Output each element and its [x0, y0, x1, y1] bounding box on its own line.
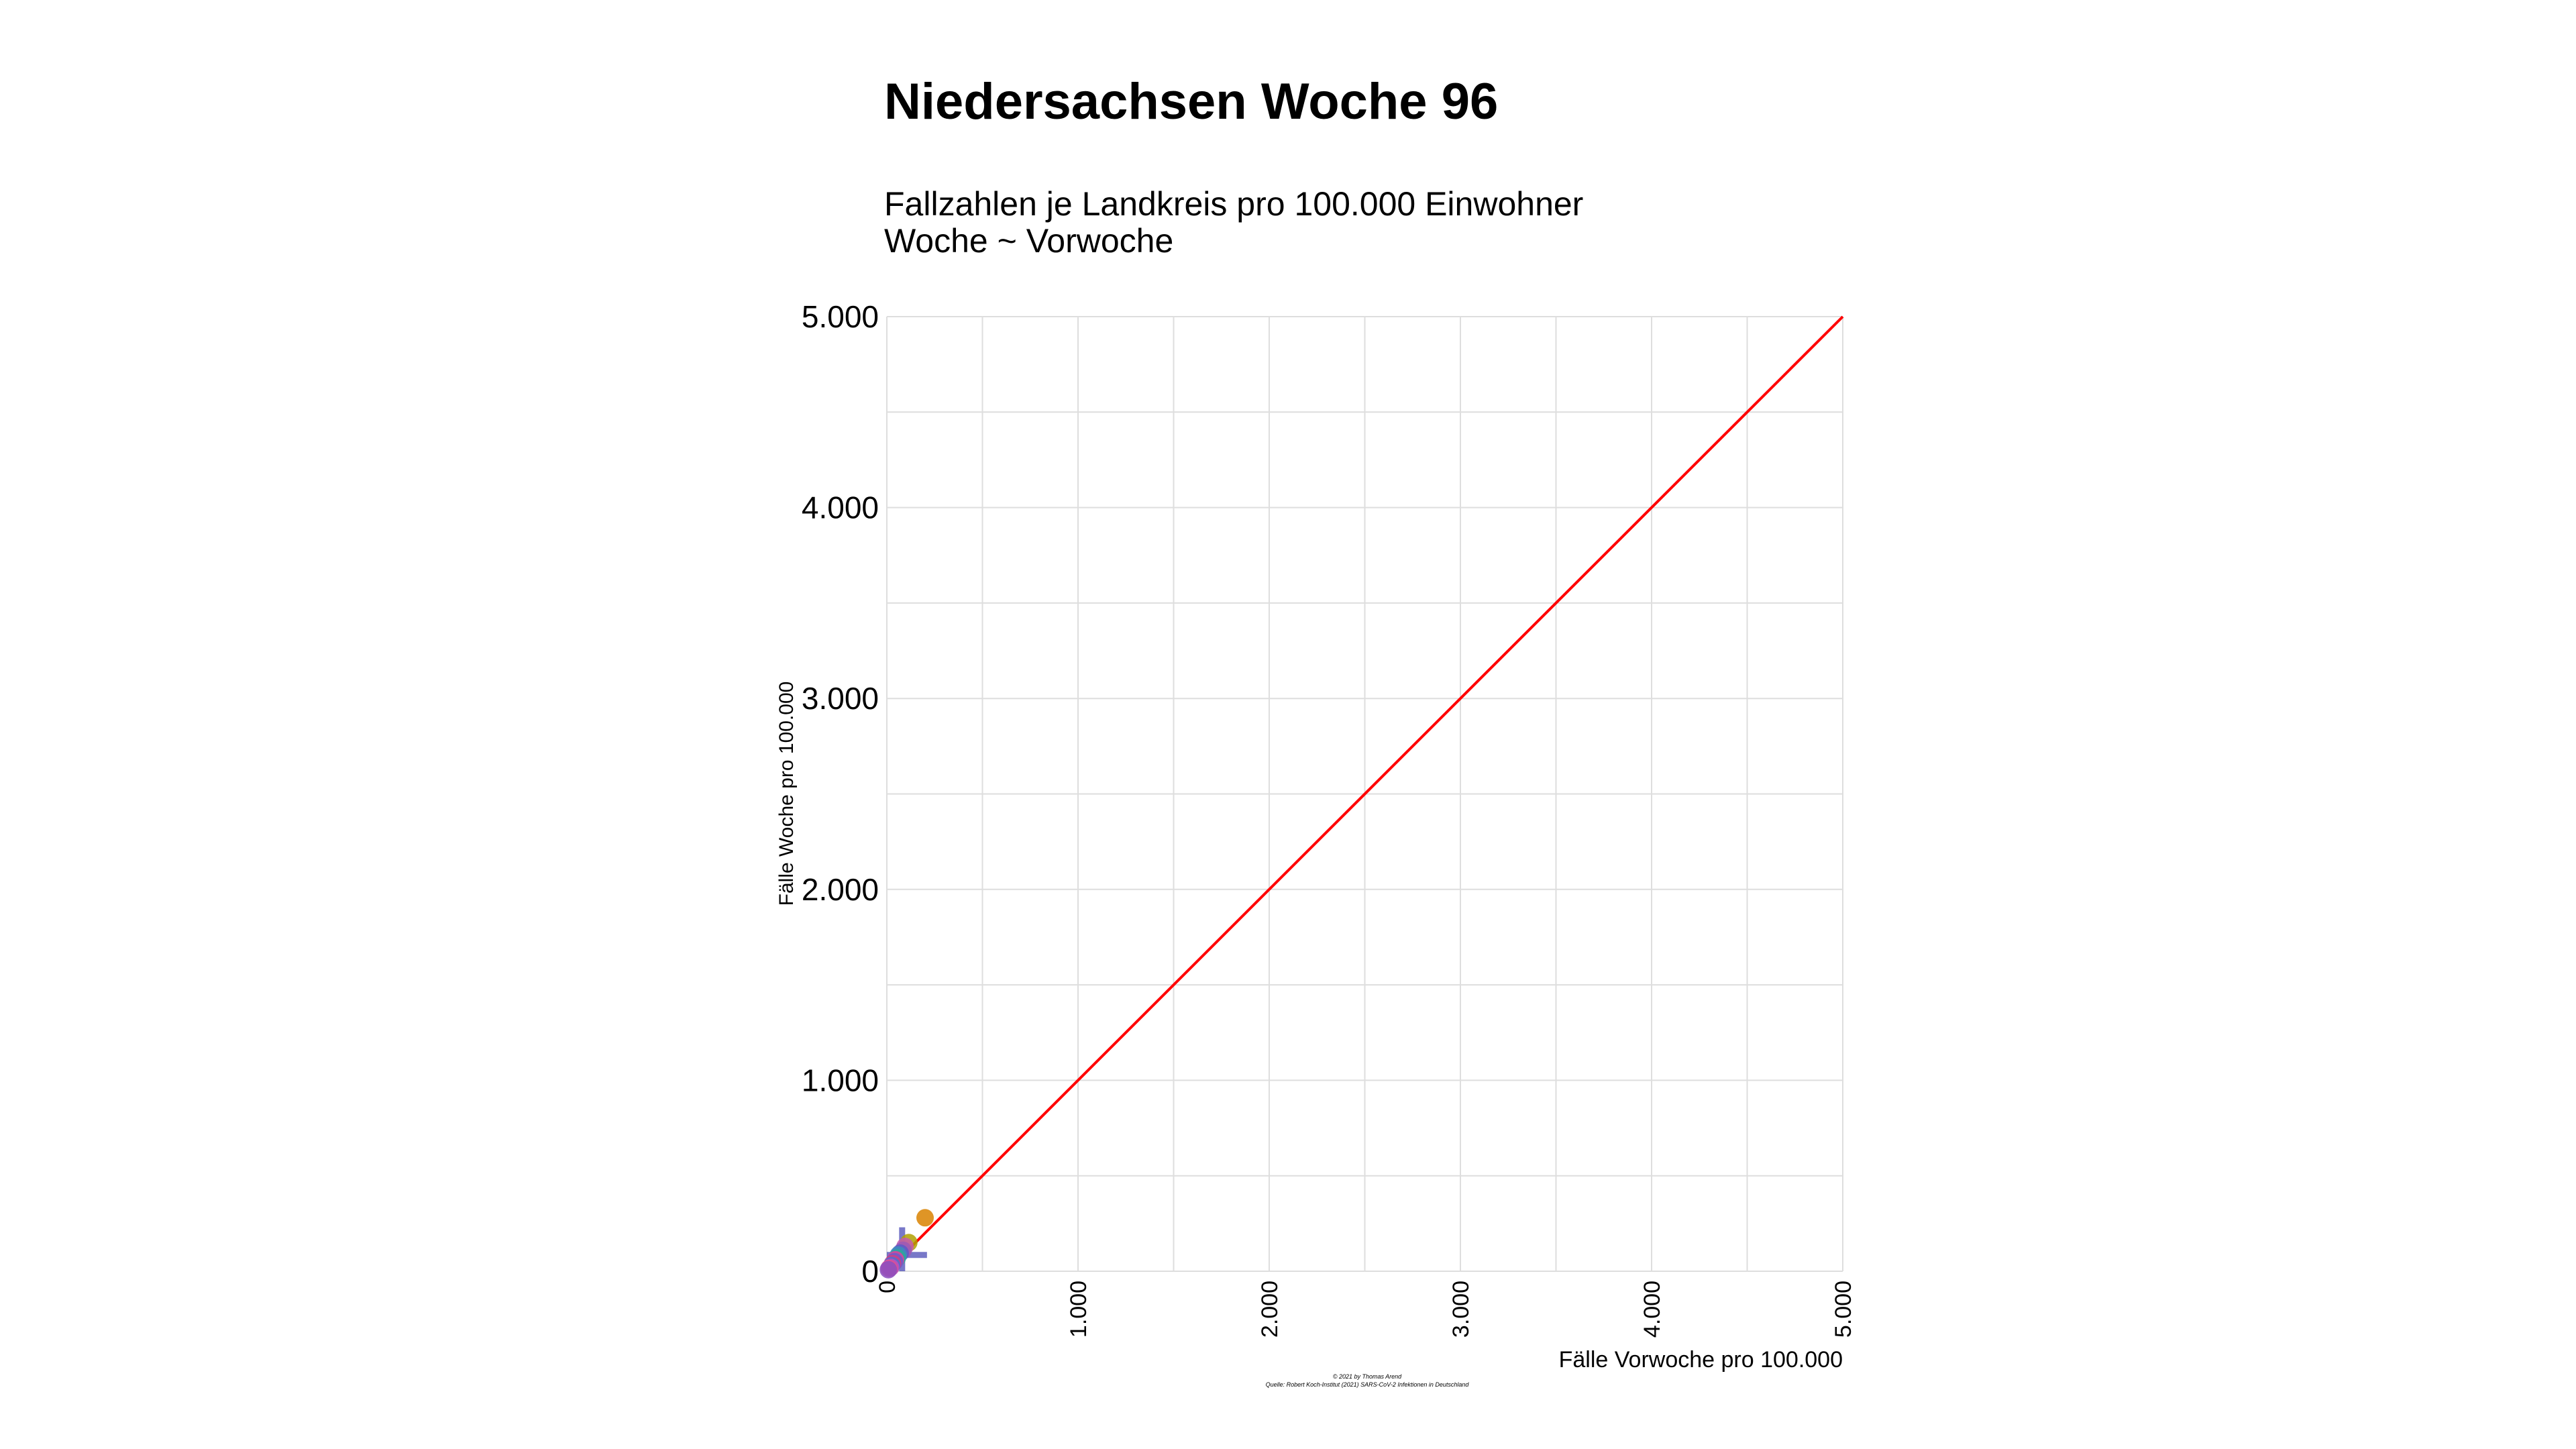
x-tick-label: 0	[875, 1281, 900, 1293]
x-axis-ticks: 0 1.000 2.000 3.000 4.000 5.000	[875, 1281, 1856, 1338]
reference-line	[885, 315, 1844, 1273]
x-axis-title: Fälle Vorwoche pro 100.000	[1559, 1347, 1843, 1373]
x-tick-label: 1.000	[1066, 1281, 1091, 1338]
y-axis-ticks: 0 1.000 2.000 3.000 4.000 5.000	[802, 299, 879, 1289]
chart-subtitle-line-2: Woche ~ Vorwoche	[884, 222, 1174, 260]
y-tick-label: 2.000	[802, 872, 879, 907]
y-tick-label: 1.000	[802, 1063, 879, 1097]
data-points	[879, 1209, 934, 1279]
data-point	[916, 1209, 934, 1227]
x-tick-label: 2.000	[1257, 1281, 1283, 1338]
grid-lines	[886, 316, 1843, 1272]
x-tick-label: 5.000	[1831, 1281, 1856, 1338]
y-tick-label: 5.000	[802, 299, 879, 334]
reference-line-group	[885, 315, 1844, 1273]
caption-source: Quelle: Robert Koch-Institut (2021) SARS…	[1266, 1381, 1470, 1388]
chart-subtitle-line-1: Fallzahlen je Landkreis pro 100.000 Einw…	[884, 185, 1584, 223]
x-tick-label: 4.000	[1640, 1281, 1665, 1338]
y-tick-label: 3.000	[802, 681, 879, 716]
y-tick-label: 0	[861, 1254, 879, 1289]
y-axis-title: Fälle Woche pro 100.000	[775, 682, 798, 906]
chart-title: Niedersachsen Woche 96	[884, 73, 1499, 130]
caption-copyright: © 2021 by Thomas Arend	[1333, 1373, 1402, 1380]
y-tick-label: 4.000	[802, 490, 879, 525]
x-tick-label: 3.000	[1448, 1281, 1474, 1338]
data-point	[879, 1260, 898, 1279]
